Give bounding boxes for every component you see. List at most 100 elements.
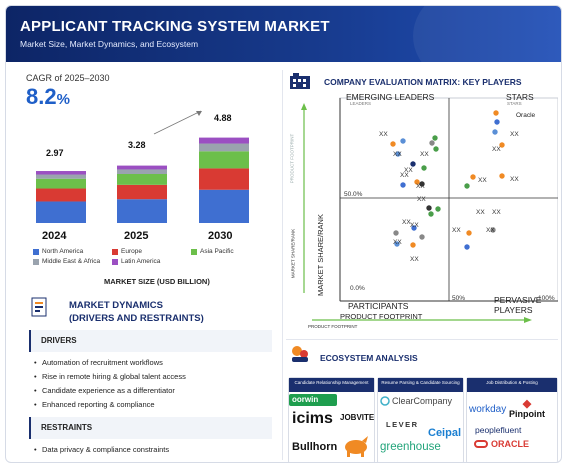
bar-2025-north-america <box>117 199 167 223</box>
bar-2025-latin-america <box>117 165 167 170</box>
company-label-xx: XX <box>410 222 419 229</box>
company-label-xx: XX <box>486 227 495 234</box>
bar-2030-asia-pacific <box>199 151 249 169</box>
growth-arrow <box>153 110 202 135</box>
bar-2030-north-america <box>199 189 249 223</box>
company-label-xx: XX <box>478 177 487 184</box>
company-dot <box>400 182 406 188</box>
company-dot <box>490 227 496 233</box>
pct-50-y: 50.0% <box>344 191 363 198</box>
y-axis-label: MARKET SHARE/RANK <box>316 214 325 296</box>
driver-item: Rise in remote hiring & global talent ac… <box>34 372 186 381</box>
company-dot <box>410 242 416 248</box>
company-dot <box>428 211 434 217</box>
eco-col-crm: Candidate Relationship Management <box>288 377 375 462</box>
company-dot <box>499 142 505 148</box>
logo-icims: icims <box>292 410 333 427</box>
company-dot <box>435 206 441 212</box>
quadrant-stars: STARS <box>506 92 534 102</box>
company-label-xx: XX <box>492 209 501 216</box>
legend-north-america: North America <box>33 248 83 255</box>
driver-item: Enhanced reporting & compliance <box>34 400 155 409</box>
legend-latin-america: Latin America <box>112 258 160 265</box>
logo-ceipal: Ceipal <box>428 427 462 439</box>
company-dot <box>464 183 470 189</box>
bar-2024-latin-america <box>36 171 86 175</box>
legend-middle-east-africa: Middle East & Africa <box>33 258 100 265</box>
company-dot <box>419 181 425 187</box>
bar-2030-latin-america <box>199 137 249 144</box>
bar-2030-europe <box>199 168 249 190</box>
logo-workday: workday <box>469 404 507 415</box>
year-label-2024: 2024 <box>42 230 67 242</box>
company-label-xx: XX <box>393 239 402 246</box>
company-dot <box>394 241 400 247</box>
pct-100: 100% <box>538 295 555 302</box>
company-dot <box>419 234 425 240</box>
matrix-title: COMPANY EVALUATION MATRIX: KEY PLAYERS <box>324 77 522 87</box>
company-label-xx: XX <box>492 146 501 153</box>
logo-jobvite: JOBVITE <box>340 413 375 422</box>
company-label-xx: XX <box>393 151 402 158</box>
cagr-value: 8.2% <box>26 84 70 109</box>
eco-col-resume: Resume Parsing & Candidate Sourcing <box>377 377 464 462</box>
logo-clearcompany: ClearCompany <box>380 396 452 406</box>
header-banner: APPLICANT TRACKING SYSTEM MARKET Market … <box>6 6 561 96</box>
chart-x-label: MARKET SIZE (USD BILLION) <box>104 277 210 286</box>
eco-col-job: Job Distribution & Posting <box>466 377 558 462</box>
company-label-xx: XX <box>510 176 519 183</box>
company-dot <box>494 119 500 125</box>
logo-lever: LEVER <box>386 420 419 429</box>
restraint-item: Data privacy & compliance constraints <box>34 445 169 454</box>
company-dot <box>470 174 476 180</box>
dynamics-icon <box>30 296 52 318</box>
company-dot <box>400 138 406 144</box>
infographic-card: APPLICANT TRACKING SYSTEM MARKET Market … <box>5 5 562 463</box>
logo-bullhorn: Bullhorn <box>292 441 338 453</box>
quadrant-stars-small: STARS <box>507 101 522 106</box>
market-size-bar-chart <box>36 110 249 223</box>
company-dot <box>466 230 472 236</box>
y-axis-label-faint: PRODUCT FOOTPRINT <box>289 133 295 184</box>
quadrant-participants: PARTICIPANTS <box>348 301 409 311</box>
logo-greenhouse: greenhouse <box>380 441 441 453</box>
oracle-label: Oracle <box>516 112 536 119</box>
year-label-2030: 2030 <box>208 230 233 242</box>
company-dot <box>492 129 498 135</box>
company-dot <box>411 225 417 231</box>
company-dot <box>464 244 470 250</box>
drivers-header: DRIVERS <box>29 330 272 352</box>
company-label-xx: XX <box>510 131 519 138</box>
quadrant-emerging-leaders: EMERGING LEADERS <box>346 92 435 102</box>
total-label-2025: 3.28 <box>128 140 146 150</box>
company-label-xx: XX <box>420 151 429 158</box>
company-dot <box>499 173 505 179</box>
page-title: APPLICANT TRACKING SYSTEM MARKET <box>20 18 330 35</box>
dynamics-title-line1: MARKET DYNAMICS <box>69 300 163 311</box>
logo-oorwin: oorwin <box>289 394 337 406</box>
company-dot <box>414 179 420 185</box>
logo-peoplefluent: peoplefluent <box>475 425 522 435</box>
bar-2030-middle-east-africa <box>199 143 249 152</box>
company-label-xx: XX <box>476 209 485 216</box>
page-subtitle: Market Size, Market Dynamics, and Ecosys… <box>20 39 199 49</box>
company-dot <box>429 140 435 146</box>
company-dot <box>390 141 396 147</box>
logo-oracle: ORACLE <box>474 439 529 449</box>
bar-2024-north-america <box>36 201 86 223</box>
company-dot <box>410 161 416 167</box>
company-label-xx: XX <box>410 256 419 263</box>
quadrant-pervasive-players: PERVASIVE PLAYERS <box>494 295 542 315</box>
bar-2024-asia-pacific <box>36 178 86 189</box>
bar-2024-middle-east-africa <box>36 174 86 179</box>
pct-50-x: 50% <box>452 295 466 302</box>
bar-2025-asia-pacific <box>117 174 167 185</box>
x-axis-label: PRODUCT FOOTPRINT <box>340 312 423 321</box>
bar-2025-europe <box>117 184 167 200</box>
logo-pinpoint: ◆ Pinpoint <box>509 398 545 420</box>
legend-europe: Europe <box>112 248 142 255</box>
pct-0: 0.0% <box>350 285 365 292</box>
y-axis-label-small: MARKET SHARE/RANK <box>290 228 296 279</box>
ecosystem-title: ECOSYSTEM ANALYSIS <box>320 353 418 363</box>
